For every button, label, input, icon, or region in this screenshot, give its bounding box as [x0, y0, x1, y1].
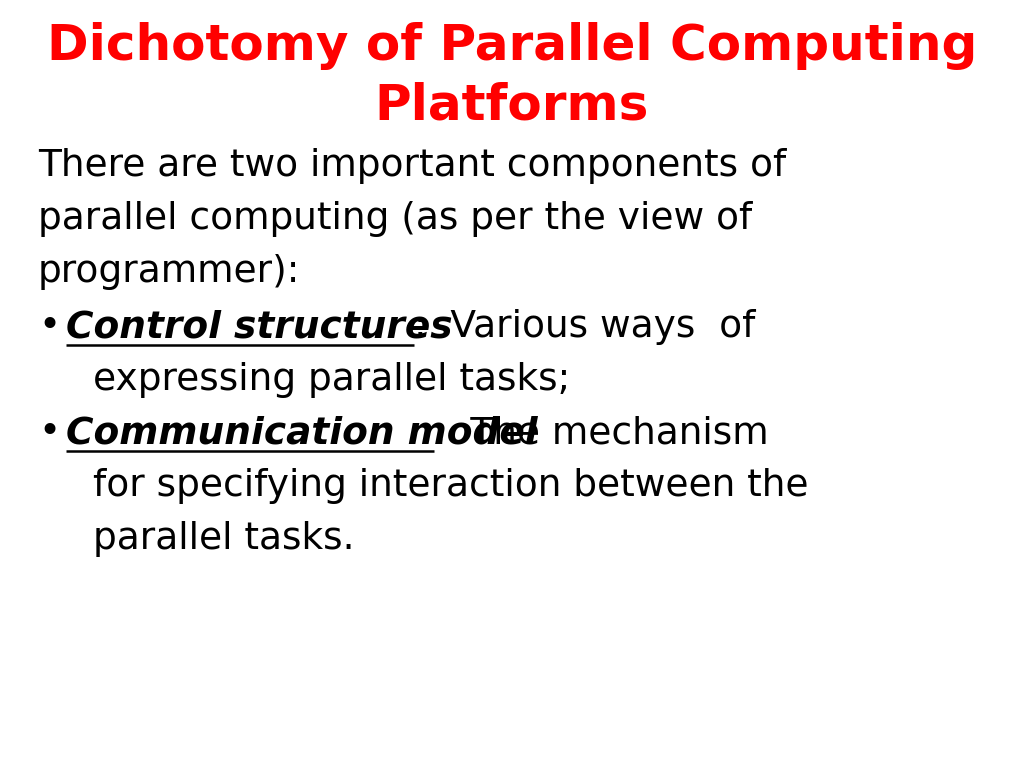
Text: Platforms: Platforms: [375, 82, 649, 130]
Text: expressing parallel tasks;: expressing parallel tasks;: [93, 362, 570, 398]
Text: :  The mechanism: : The mechanism: [434, 415, 769, 451]
Text: Communication model: Communication model: [66, 415, 538, 451]
Text: :  Various ways  of: : Various ways of: [414, 309, 756, 345]
Text: parallel computing (as per the view of: parallel computing (as per the view of: [38, 201, 753, 237]
Text: •: •: [38, 309, 60, 345]
Text: parallel tasks.: parallel tasks.: [93, 521, 354, 557]
Text: •: •: [38, 415, 60, 451]
Text: There are two important components of: There are two important components of: [38, 148, 786, 184]
Text: Dichotomy of Parallel Computing: Dichotomy of Parallel Computing: [47, 22, 977, 70]
Text: programmer):: programmer):: [38, 254, 300, 290]
Text: for specifying interaction between the: for specifying interaction between the: [93, 468, 809, 504]
Text: Control structures: Control structures: [66, 309, 453, 345]
